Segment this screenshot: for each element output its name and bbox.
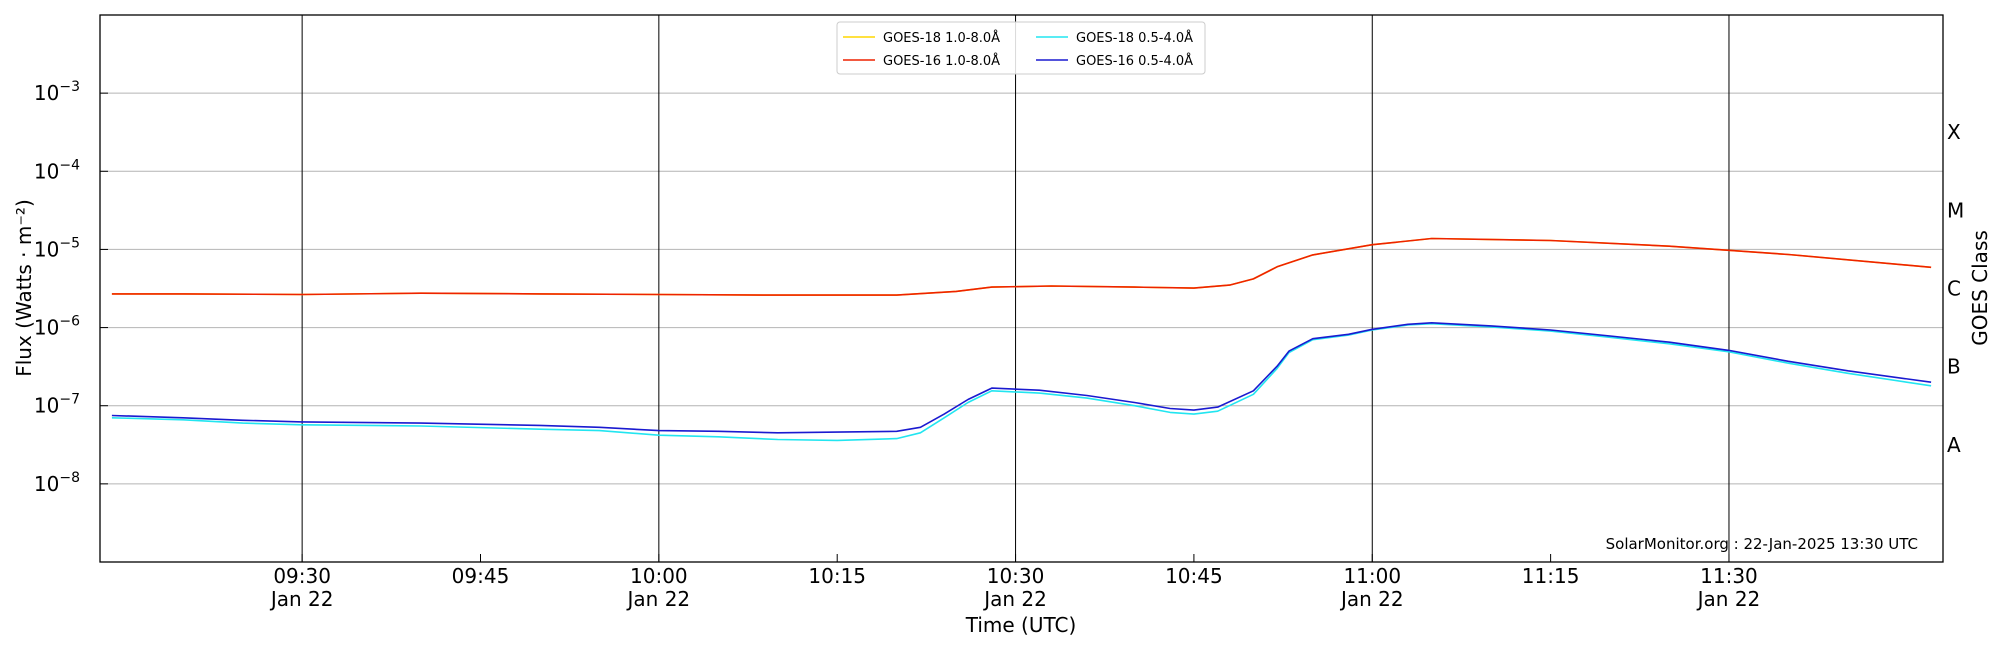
grid-lines xyxy=(100,92,1943,485)
y-tick-label: 10−7 xyxy=(34,392,80,418)
legend-label: GOES-16 1.0-8.0Å xyxy=(883,53,1000,69)
legend-label: GOES-18 0.5-4.0Å xyxy=(1076,30,1193,46)
x-tick-label: 10:30 xyxy=(987,564,1045,588)
x-tick-label: 11:15 xyxy=(1522,564,1580,588)
y-tick-label: 10−6 xyxy=(34,314,80,340)
y-tick-label: 10−4 xyxy=(34,157,80,183)
x-tick-date-label: Jan 22 xyxy=(626,587,691,611)
x-tick-label: 10:15 xyxy=(808,564,866,588)
legend: GOES-18 1.0-8.0Å GOES-16 1.0-8.0Å GOES-18 … xyxy=(836,21,1206,75)
series-lines xyxy=(111,237,1932,442)
goes-class-label: A xyxy=(1947,433,1961,457)
goes-class-label: B xyxy=(1947,355,1961,379)
x-axis-title: Time (UTC) xyxy=(965,613,1077,637)
series-line xyxy=(111,322,1932,442)
y-tick-label: 10−3 xyxy=(34,79,80,105)
time-grid-lines xyxy=(301,15,1730,562)
y-ticks: 10−8 10−7 10−6 10−5 10−4 10−3 xyxy=(34,79,108,496)
x-tick-label: 09:30 xyxy=(273,564,331,588)
x-tick-date-label: Jan 22 xyxy=(1696,587,1761,611)
goes-class-label: C xyxy=(1947,277,1961,301)
series-line xyxy=(111,237,1932,296)
y-axis-title: Flux (Watts · m⁻²) xyxy=(12,199,36,377)
x-tick-label: 11:30 xyxy=(1700,564,1758,588)
legend-box xyxy=(836,21,1206,75)
x-tick-date-label: Jan 22 xyxy=(1339,587,1404,611)
x-tick-label: 09:45 xyxy=(452,564,510,588)
series-line xyxy=(111,321,1932,434)
legend-label: GOES-16 0.5-4.0Å xyxy=(1076,53,1193,69)
goes-class-label: M xyxy=(1947,198,1964,222)
x-tick-date-label: Jan 22 xyxy=(269,587,334,611)
x-tick-date-label: Jan 22 xyxy=(982,587,1047,611)
y2-axis-title: GOES Class xyxy=(1968,230,1992,346)
credit-annotation: SolarMonitor.org : 22-Jan-2025 13:30 UTC xyxy=(1606,535,1918,553)
x-tick-label: 10:45 xyxy=(1165,564,1223,588)
y-tick-label: 10−5 xyxy=(34,235,80,261)
x-tick-label: 10:00 xyxy=(630,564,688,588)
x-tick-label: 11:00 xyxy=(1343,564,1401,588)
goes-class-labels: A B C M X xyxy=(1947,120,1964,457)
plot-frame xyxy=(99,14,1944,563)
goes-class-label: X xyxy=(1947,120,1961,144)
y-tick-label: 10−8 xyxy=(34,470,80,496)
legend-label: GOES-18 1.0-8.0Å xyxy=(883,30,1000,46)
